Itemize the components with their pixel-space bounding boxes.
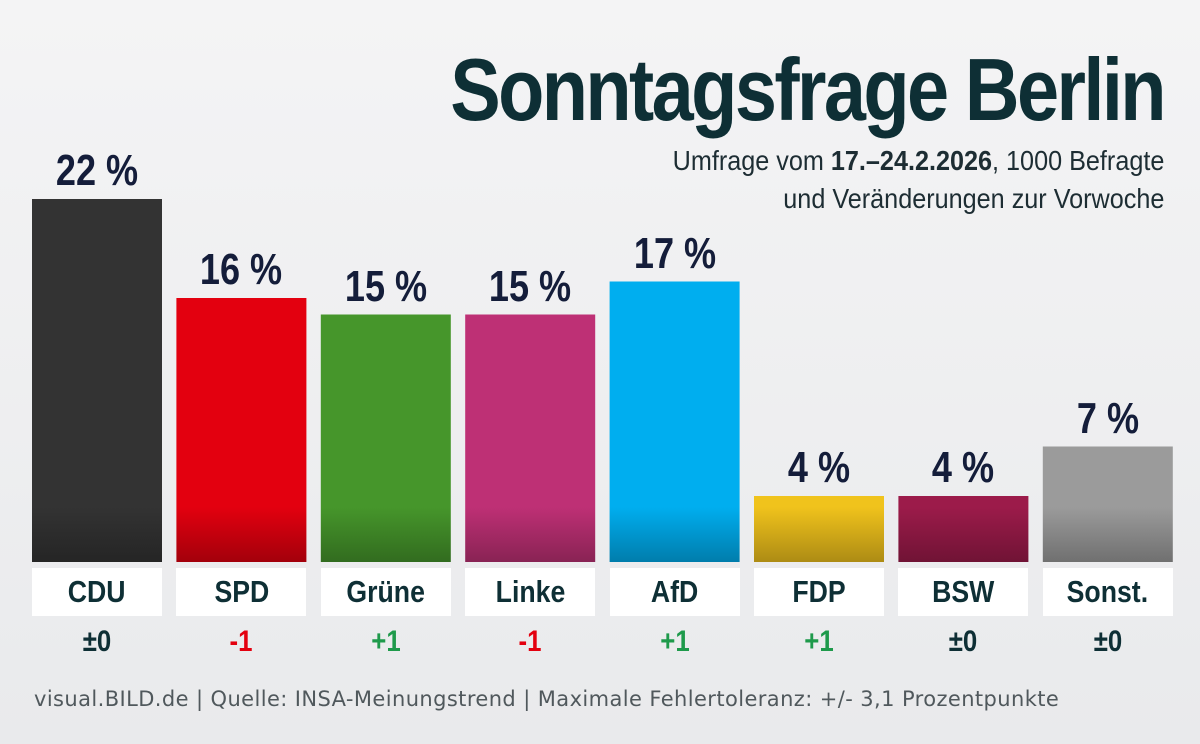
change-label: -1 (229, 625, 253, 658)
party-name: Sonst. (1067, 574, 1149, 609)
party-name: BSW (932, 574, 995, 609)
chart-title: Sonntagsfrage Berlin (450, 40, 1166, 139)
bar-value-label: 15 % (344, 261, 427, 311)
bar-value-label: 4 % (932, 443, 995, 492)
party-label-box: SPD (176, 568, 307, 616)
party-name: SPD (213, 574, 269, 609)
bar-value-label: 16 % (200, 245, 283, 294)
bar-value-label: 7 % (1076, 393, 1139, 443)
change-label: +1 (804, 625, 834, 658)
change-label: +1 (659, 625, 690, 658)
party-label-box: Linke (465, 568, 596, 616)
change-label: -1 (518, 625, 542, 658)
subtitle-line2: und Veränderungen zur Vorwoche (782, 183, 1164, 214)
subtitle-respondents: , 1000 Befragte (991, 145, 1164, 176)
change-label: ±0 (82, 625, 112, 658)
party-name: Linke (495, 574, 566, 609)
bar-fdp (754, 496, 884, 562)
party-name: Grüne (346, 574, 426, 609)
bar-value-label: 4 % (787, 443, 851, 492)
bar-spd (176, 298, 307, 562)
change-label: ±0 (949, 625, 978, 658)
change-label: ±0 (1093, 625, 1123, 658)
bar-afd (609, 281, 740, 562)
party-label-box: BSW (898, 568, 1029, 616)
bar-linke (465, 314, 596, 562)
bar-cdu (32, 199, 162, 562)
bar-value-label: 17 % (633, 228, 716, 278)
change-label: +1 (371, 625, 401, 658)
bar-value-label: 22 % (55, 146, 139, 195)
party-name: CDU (68, 574, 126, 609)
source-footer: visual.BILD.de | Quelle: INSA-Meinungstr… (34, 687, 1060, 711)
bar-grüne (320, 314, 451, 562)
party-label-box: CDU (32, 568, 162, 616)
bar-bsw (898, 496, 1029, 562)
bar-sonst (1042, 446, 1173, 562)
party-label-box: AfD (609, 568, 740, 616)
subtitle-prefix: Umfrage vom (672, 145, 831, 176)
party-name: AfD (650, 574, 699, 609)
party-label-box: Grüne (320, 568, 451, 616)
party-name: FDP (792, 574, 846, 609)
bar-value-label: 15 % (489, 261, 572, 311)
party-label-box: Sonst. (1042, 568, 1173, 616)
party-label-box: FDP (754, 568, 884, 616)
chart-subtitle: Umfrage vom 17.–24.2.2026, 1000 Befragte… (672, 142, 1164, 218)
survey-date: 17.–24.2.2026 (830, 145, 992, 176)
